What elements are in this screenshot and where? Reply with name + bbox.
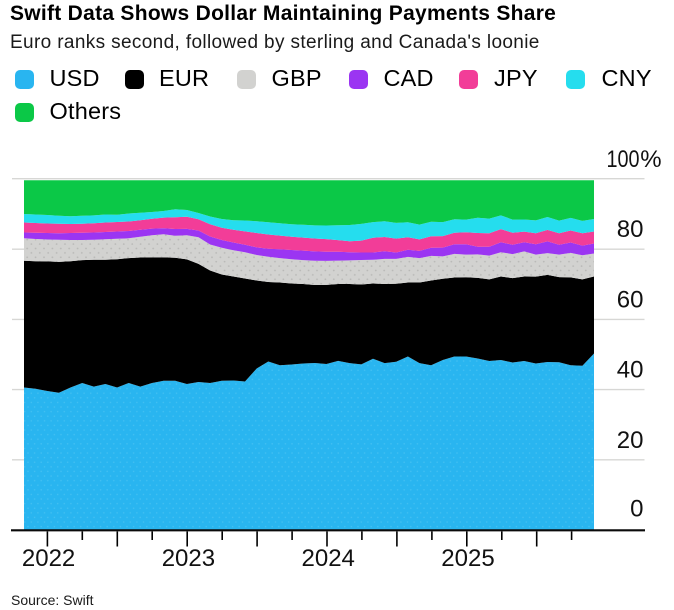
svg-text:2024: 2024 — [302, 545, 355, 572]
svg-text:60: 60 — [617, 286, 644, 313]
svg-text:40: 40 — [617, 357, 644, 384]
svg-text:2025: 2025 — [441, 545, 494, 572]
svg-text:20: 20 — [617, 427, 644, 454]
svg-text:%: % — [640, 146, 661, 173]
svg-text:80: 80 — [617, 216, 644, 243]
svg-text:100: 100 — [607, 146, 640, 173]
svg-text:2023: 2023 — [162, 545, 215, 572]
svg-text:2022: 2022 — [22, 545, 75, 572]
svg-text:0: 0 — [630, 496, 643, 523]
